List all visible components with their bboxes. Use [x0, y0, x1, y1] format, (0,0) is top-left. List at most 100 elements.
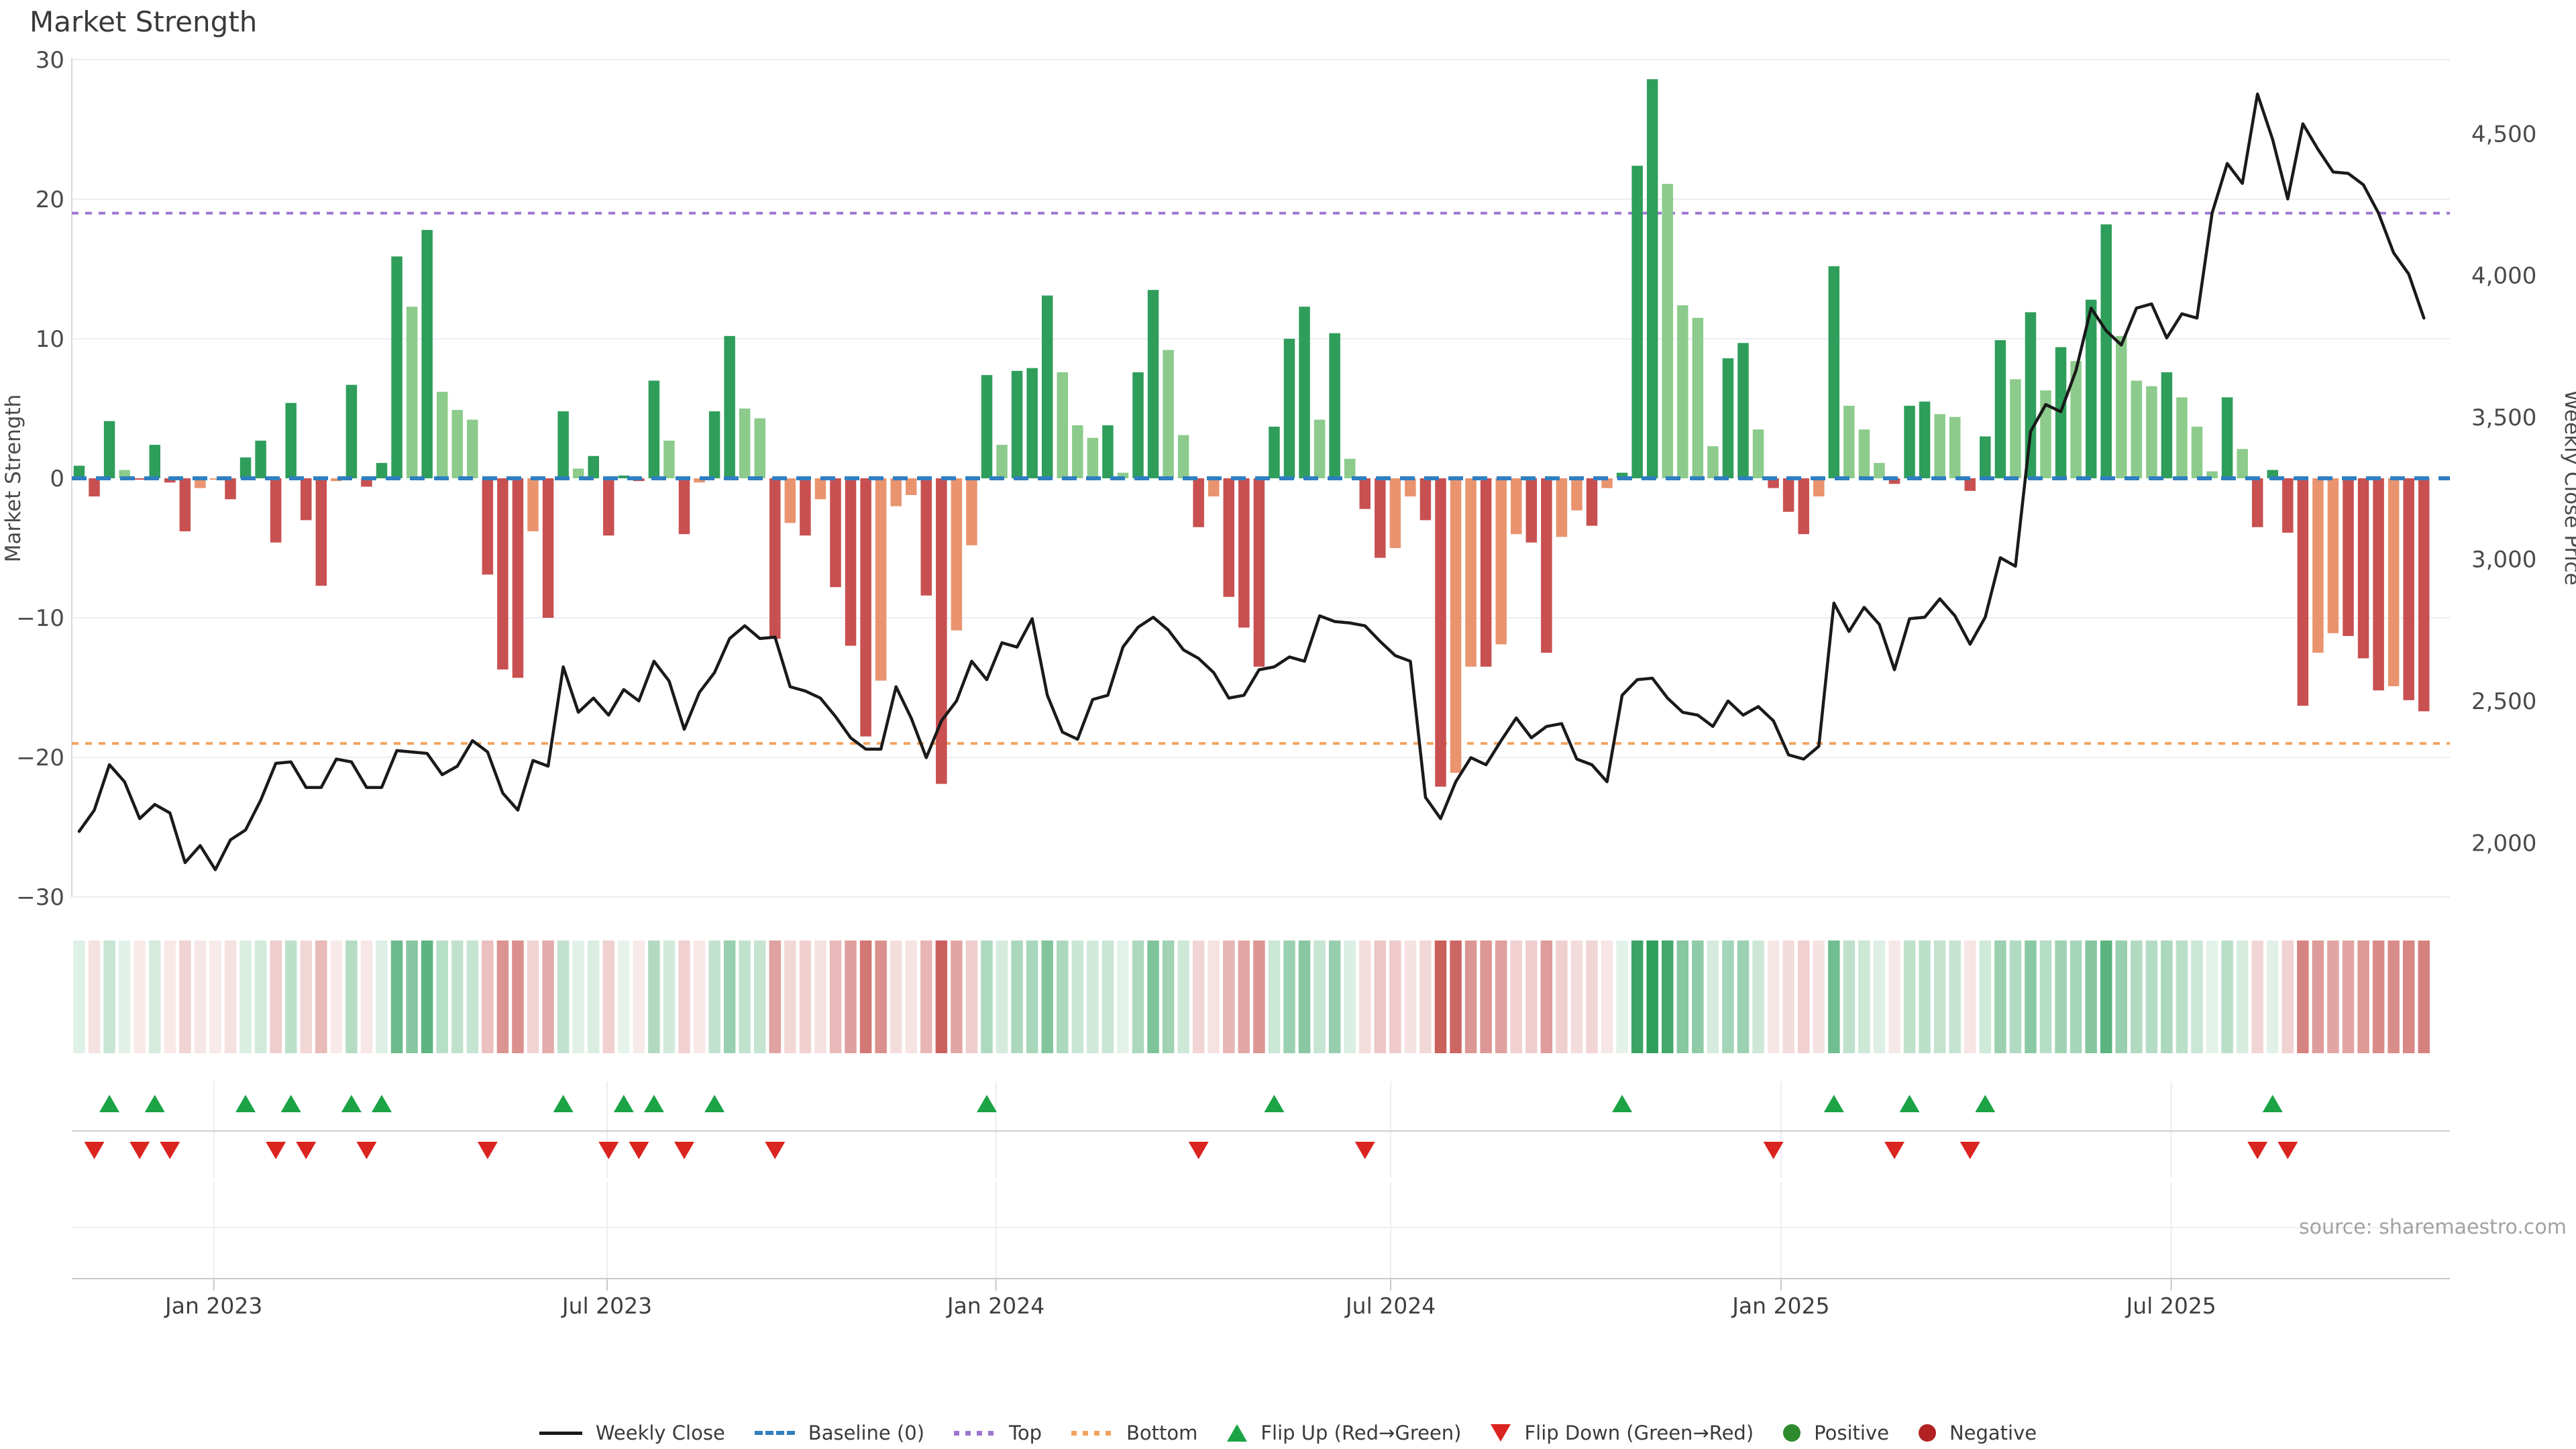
- strength-bar: [814, 478, 826, 500]
- heatmap-cell: [1662, 941, 1674, 1053]
- strength-bar: [1132, 372, 1144, 478]
- strength-bar: [497, 478, 508, 669]
- strength-bar: [875, 478, 887, 681]
- flip-up-marker: [144, 1095, 165, 1112]
- heatmap-cell: [890, 941, 902, 1053]
- flip-down-marker: [84, 1142, 105, 1159]
- heatmap-cell: [2191, 941, 2203, 1053]
- strength-bar: [1934, 414, 1945, 478]
- heatmap-cell: [905, 941, 917, 1053]
- strength-bar: [557, 411, 569, 478]
- legend-label: Weekly Close: [595, 1421, 725, 1444]
- legend-item-bottom: Bottom: [1071, 1421, 1197, 1444]
- heatmap-cell: [179, 941, 191, 1053]
- strength-bar: [1313, 419, 1326, 478]
- heatmap-cell: [1858, 941, 1870, 1053]
- x-axis-label: Jan 2025: [1731, 1293, 1829, 1319]
- heatmap-cell: [2251, 941, 2263, 1053]
- heatmap-cell: [814, 941, 826, 1053]
- heatmap-cell: [1919, 941, 1931, 1053]
- heatmap-cell: [1949, 941, 1961, 1053]
- heatmap-cell: [602, 941, 614, 1053]
- strength-bar: [1419, 478, 1432, 521]
- strength-bar: [1980, 436, 1991, 478]
- heatmap-cell: [118, 941, 131, 1053]
- strength-bar: [1057, 372, 1068, 478]
- strength-bar: [512, 478, 524, 678]
- heatmap-cell: [254, 941, 267, 1053]
- legend-swatch-top: [954, 1430, 996, 1436]
- strength-bar: [270, 478, 282, 543]
- y-axis-tick-label: −10: [16, 605, 64, 632]
- strength-bar: [345, 384, 358, 478]
- heatmap-cell: [920, 941, 932, 1053]
- heatmap-cell: [2009, 941, 2022, 1053]
- strength-bar: [2176, 397, 2188, 478]
- strength-bar: [890, 478, 902, 506]
- strength-bar: [1722, 358, 1734, 478]
- heatmap-cell: [1404, 941, 1417, 1053]
- heatmap-cell: [1192, 941, 1205, 1053]
- heatmap-cell: [330, 941, 343, 1053]
- strength-bar: [1238, 478, 1250, 628]
- strength-bar: [830, 478, 841, 588]
- heatmap-cell: [466, 941, 479, 1053]
- heatmap-cell: [1177, 941, 1189, 1053]
- strength-bar: [1813, 478, 1825, 497]
- strength-bar: [1087, 437, 1099, 478]
- heatmap-cell: [1359, 941, 1371, 1053]
- x-axis-label: Jul 2023: [561, 1293, 652, 1319]
- heatmap-cell: [708, 941, 720, 1053]
- strength-bar: [754, 418, 765, 478]
- flip-down-marker: [1763, 1142, 1784, 1159]
- legend-item-weekly-close: Weekly Close: [539, 1421, 725, 1444]
- weekly-close-line: [77, 92, 2426, 871]
- heatmap-cell: [693, 941, 706, 1053]
- heatmap-cell: [1676, 941, 1689, 1053]
- heatmap-cell: [1102, 941, 1114, 1053]
- strength-bar: [1843, 405, 1855, 478]
- strength-bar: [1768, 478, 1779, 488]
- heatmap-cell: [1208, 941, 1220, 1053]
- heatmap-cell: [1268, 941, 1281, 1053]
- strength-bar: [572, 468, 584, 478]
- strength-bar: [1041, 295, 1053, 478]
- strength-bar: [845, 478, 857, 646]
- strength-bar: [527, 478, 539, 532]
- heatmap-cell: [1752, 941, 1764, 1053]
- strength-bar: [406, 307, 418, 478]
- strength-bar: [421, 229, 433, 478]
- strength-bar: [451, 410, 463, 478]
- flip-down-marker: [129, 1142, 150, 1159]
- flip-up-marker: [977, 1095, 997, 1112]
- strength-bar: [301, 478, 312, 521]
- heatmap-cell: [406, 941, 418, 1053]
- legend-swatch-baseline: [754, 1431, 795, 1435]
- heatmap-cell: [239, 941, 252, 1053]
- strength-bar: [149, 445, 160, 478]
- heatmap-cell: [360, 941, 373, 1053]
- heatmap-cell: [754, 941, 766, 1053]
- source-note: source: sharemaestro.com: [2299, 1216, 2567, 1239]
- heatmap-cell: [421, 941, 433, 1053]
- strength-bar: [2387, 478, 2400, 686]
- strength-bar: [588, 455, 599, 478]
- flip-down-marker: [1884, 1142, 1904, 1159]
- heatmap-cell: [2372, 941, 2385, 1053]
- flip-marker-panel: [72, 1081, 2450, 1279]
- heatmap-cell: [1994, 941, 2006, 1053]
- heatmap-cell: [149, 941, 161, 1053]
- heatmap-cell: [1737, 941, 1750, 1053]
- legend-swatch-positive: [1783, 1424, 1801, 1442]
- strength-bar: [1269, 427, 1280, 478]
- y-axis-tick-label: −20: [16, 745, 64, 771]
- heatmap-cell: [1223, 941, 1235, 1053]
- heatmap-cell: [829, 941, 842, 1053]
- strength-bar: [784, 478, 796, 523]
- heatmap-cell: [482, 941, 494, 1053]
- heatmap-cell: [799, 941, 812, 1053]
- heatmap-cell: [1722, 941, 1734, 1053]
- heatmap-cell: [935, 941, 948, 1053]
- strength-bar: [89, 478, 100, 497]
